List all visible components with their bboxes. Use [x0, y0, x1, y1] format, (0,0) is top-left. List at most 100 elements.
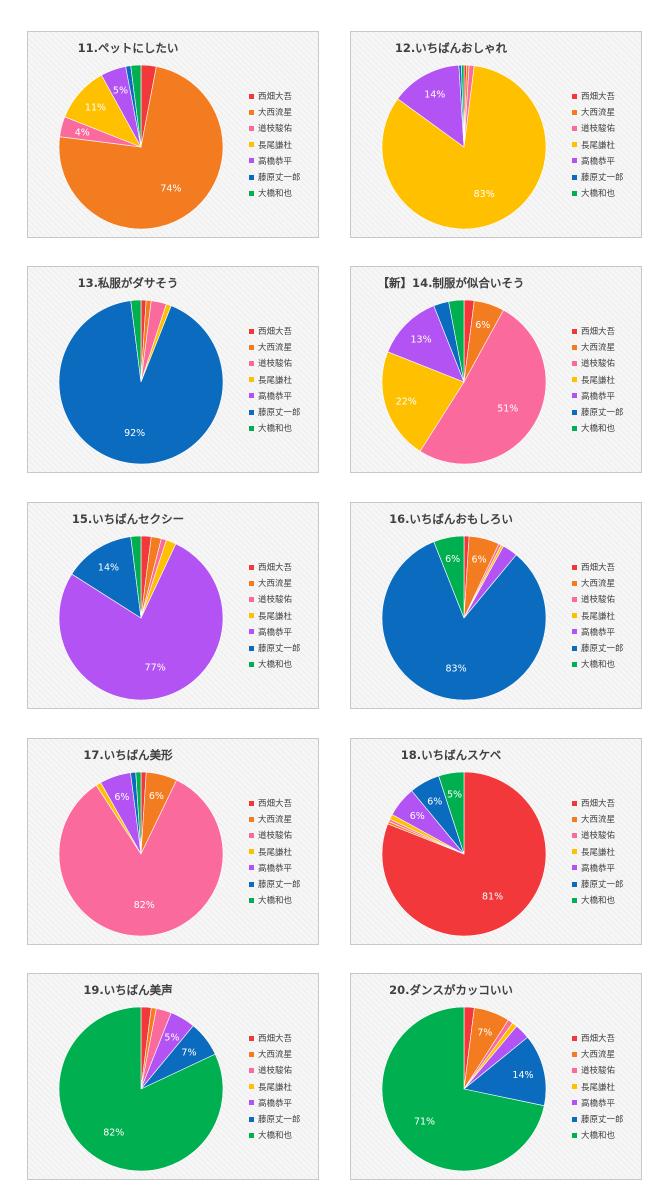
legend-item: 大橋和也: [249, 185, 301, 201]
pie-chart: 6% 51% 22% 13%: [381, 299, 547, 465]
legend-label: 大西流星: [581, 108, 616, 119]
legend-item: 大橋和也: [572, 656, 624, 672]
legend-swatch: [249, 881, 254, 887]
legend-item: 西畑大吾: [572, 559, 624, 575]
legend-label: 大橋和也: [581, 424, 616, 435]
legend-swatch: [572, 328, 577, 334]
legend-label: 長尾謙杜: [581, 1082, 616, 1093]
legend-label: 西畑大吾: [581, 1034, 616, 1045]
legend-item: 大橋和也: [249, 420, 301, 436]
legend-label: 大西流星: [581, 579, 616, 590]
legend-swatch: [572, 174, 577, 180]
chart-legend: 西畑大吾 大西流星 道枝駿佑 長尾謙杜 高橋恭平 藤原丈一郎 大橋和也: [572, 559, 624, 672]
legend-item: 長尾謙杜: [249, 844, 301, 860]
legend-item: 高橋恭平: [572, 1095, 624, 1111]
slice-data-label: 6%: [410, 811, 425, 822]
legend-label: 高橋恭平: [581, 1098, 616, 1109]
pie-slice: [397, 64, 465, 148]
legend-swatch: [572, 1035, 577, 1041]
slice-data-label: 51%: [497, 403, 518, 414]
legend-label: 大橋和也: [581, 896, 616, 907]
legend-item: 長尾謙杜: [249, 608, 301, 624]
legend-label: 道枝駿佑: [581, 359, 616, 370]
slice-data-label: 5%: [113, 85, 128, 96]
legend-item: 藤原丈一郎: [249, 640, 301, 656]
slice-data-label: 82%: [103, 1127, 124, 1138]
legend-item: 長尾謙杜: [249, 137, 301, 153]
pie-chart-panel: 12.いちばんおしゃれ 83% 14% 西畑大吾 大西流星 道枝駿佑 長尾謙杜 高橋恭平 藤原丈…: [350, 31, 642, 238]
legend-item: 高橋恭平: [572, 860, 624, 876]
legend-item: 大西流星: [572, 339, 624, 355]
legend-label: 藤原丈一郎: [258, 1115, 301, 1126]
pie-slice: [58, 1006, 224, 1172]
pie-chart-panel: 16.いちばんおもしろい 6% 83% 6% 西畑大吾 大西流星 道枝駿佑 長尾謙杜 高橋恭平藤…: [350, 502, 642, 709]
pie-chart: 77% 14%: [58, 535, 224, 701]
pie-slice: [448, 299, 465, 383]
legend-swatch: [572, 897, 577, 903]
legend-item: 道枝駿佑: [249, 827, 301, 843]
legend-swatch: [249, 613, 254, 619]
legend-label: 道枝駿佑: [258, 595, 293, 606]
pie-slice: [58, 300, 224, 465]
chart-title: 【新】14.制服が似合いそう: [377, 276, 525, 290]
slice-data-label: 77%: [145, 662, 166, 673]
chart-title: 20.ダンスがカッコいい: [389, 983, 513, 997]
legend-item: 道枝駿佑: [249, 120, 301, 136]
legend-swatch: [249, 816, 254, 822]
legend-item: 長尾謙杜: [572, 372, 624, 388]
legend-item: 藤原丈一郎: [249, 1111, 301, 1127]
legend-swatch: [249, 832, 254, 838]
pie-chart-panel: 【新】14.制服が似合いそう 6% 51% 22% 13% 西畑大吾 大西流星 道枝駿佑 長尾謙…: [350, 266, 642, 473]
legend-swatch: [572, 661, 577, 667]
chart-legend: 西畑大吾 大西流星 道枝駿佑 長尾謙杜 高橋恭平 藤原丈一郎 大橋和也: [249, 88, 301, 201]
chart-legend: 西畑大吾 大西流星 道枝駿佑 長尾謙杜 高橋恭平 藤原丈一郎 大橋和也: [572, 323, 624, 436]
legend-swatch: [572, 613, 577, 619]
legend-swatch: [572, 816, 577, 822]
legend-swatch: [249, 1035, 254, 1041]
pie-slice: [381, 771, 547, 937]
legend-swatch: [572, 645, 577, 651]
pie-slice: [381, 351, 465, 452]
legend-label: 藤原丈一郎: [581, 880, 624, 891]
slice-data-label: 71%: [414, 1117, 435, 1128]
slice-data-label: 6%: [445, 554, 460, 565]
legend-label: 大西流星: [258, 1050, 293, 1061]
pie-chart-panel: 18.いちばんスケベ 81% 6% 6% 5% 西畑大吾 大西流星 道枝駿佑 長尾謙杜 高橋恭平藤…: [350, 738, 642, 945]
legend-swatch: [249, 800, 254, 806]
pie-chart: 83% 14%: [381, 64, 547, 230]
legend-item: 大橋和也: [572, 185, 624, 201]
legend-label: 藤原丈一郎: [258, 408, 301, 419]
legend-label: 道枝駿佑: [581, 595, 616, 606]
legend-swatch: [249, 158, 254, 164]
pie-slice: [381, 541, 547, 701]
legend-item: 高橋恭平: [572, 388, 624, 404]
pie-slice: [130, 535, 142, 619]
pie-slice: [135, 771, 142, 855]
legend-item: 大西流星: [249, 811, 301, 827]
legend-label: 西畑大吾: [581, 92, 616, 103]
slice-data-label: 7%: [477, 1027, 492, 1038]
chart-legend: 西畑大吾 大西流星 道枝駿佑 長尾謙杜 高橋恭平 藤原丈一郎 大橋和也: [249, 559, 301, 672]
legend-swatch: [572, 580, 577, 586]
legend-swatch: [572, 881, 577, 887]
pie-slice: [58, 543, 224, 701]
legend-label: 西畑大吾: [258, 327, 293, 338]
legend-item: 西畑大吾: [249, 323, 301, 339]
legend-label: 道枝駿佑: [258, 831, 293, 842]
legend-swatch: [249, 377, 254, 383]
legend-swatch: [249, 596, 254, 602]
legend-item: 西畑大吾: [249, 1030, 301, 1046]
legend-label: 大西流星: [258, 108, 293, 119]
legend-swatch: [249, 190, 254, 196]
legend-swatch: [572, 849, 577, 855]
chart-legend: 西畑大吾 大西流星 道枝駿佑 長尾謙杜 高橋恭平 藤原丈一郎 大橋和也: [572, 795, 624, 908]
legend-item: 大西流星: [249, 104, 301, 120]
legend-item: 西畑大吾: [572, 88, 624, 104]
legend-label: 長尾謙杜: [258, 140, 293, 151]
legend-label: 大橋和也: [258, 660, 293, 671]
chart-title: 12.いちばんおしゃれ: [394, 41, 508, 55]
legend-item: 大西流星: [249, 575, 301, 591]
legend-swatch: [249, 360, 254, 366]
chart-legend: 西畑大吾 大西流星 道枝駿佑 長尾謙杜 高橋恭平 藤原丈一郎 大橋和也: [249, 1030, 301, 1143]
slice-data-label: 6%: [149, 791, 164, 802]
